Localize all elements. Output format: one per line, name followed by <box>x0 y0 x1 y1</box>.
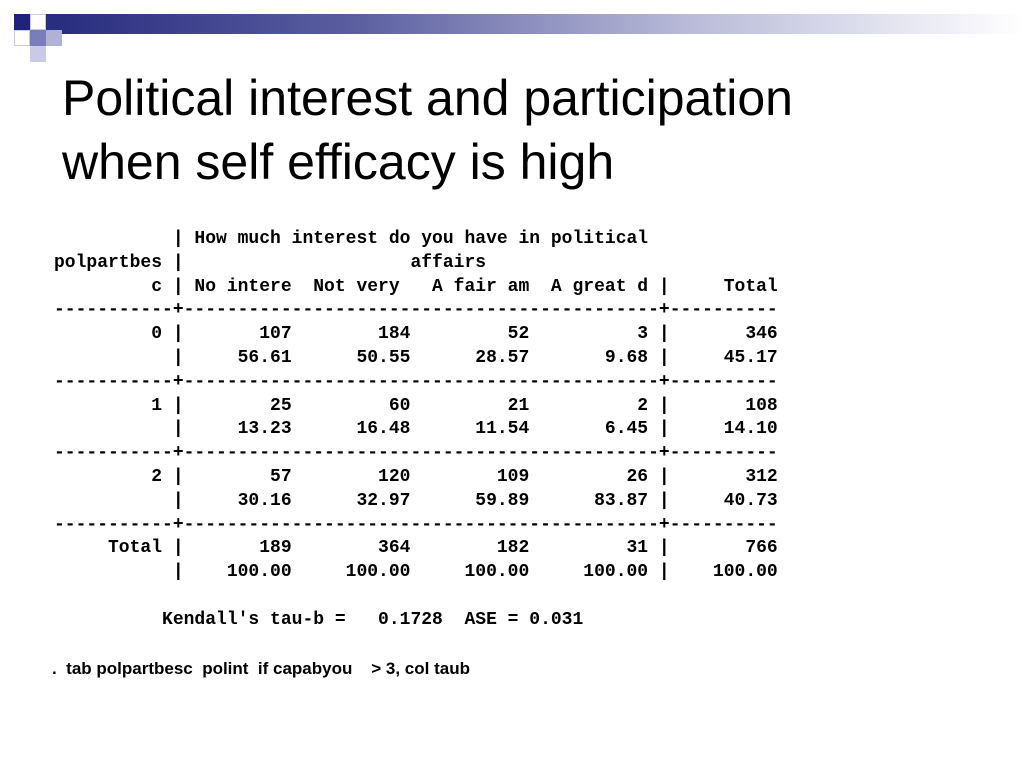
table-row-pct: | 13.23 16.48 11.54 6.45 | 14.10 <box>54 419 778 440</box>
table-row-pct: | 56.61 50.55 28.57 9.68 | 45.17 <box>54 347 778 368</box>
table-separator: -----------+----------------------------… <box>54 300 778 321</box>
table-separator: -----------+----------------------------… <box>54 371 778 392</box>
kendall-tau-b-statistic: Kendall's tau-b = 0.1728 ASE = 0.031 <box>54 609 584 630</box>
decor-square <box>46 14 62 30</box>
table-row-pct: | 30.16 32.97 59.89 83.87 | 40.73 <box>54 490 778 511</box>
header-gradient-band <box>62 14 1024 34</box>
table-total-pct: | 100.00 100.00 100.00 100.00 | 100.00 <box>54 562 778 583</box>
slide-title-line: when self efficacy is high <box>62 134 615 190</box>
decor-square <box>14 14 30 30</box>
table-row-freq: 1 | 25 60 21 2 | 108 <box>54 395 778 416</box>
stata-crosstab-output: | How much interest do you have in polit… <box>54 228 778 633</box>
decor-square <box>30 46 46 62</box>
slide-title-line: Political interest and participation <box>62 70 793 126</box>
table-header-line: c | No intere Not very A fair am A great… <box>54 276 778 297</box>
table-header-line: polpartbes | affairs <box>54 252 487 273</box>
table-row-freq: 0 | 107 184 52 3 | 346 <box>54 324 778 345</box>
stata-command: . tab polpartbesc polint if capabyou > 3… <box>52 659 470 678</box>
decor-square <box>30 14 46 30</box>
table-row-freq: 2 | 57 120 109 26 | 312 <box>54 466 778 487</box>
decor-square <box>14 30 30 46</box>
table-header-line: | How much interest do you have in polit… <box>54 229 649 249</box>
slide-title: Political interest and participation whe… <box>62 66 962 194</box>
table-total-freq: Total | 189 364 182 31 | 766 <box>54 538 778 559</box>
table-separator: -----------+----------------------------… <box>54 443 778 464</box>
decor-square <box>30 30 46 46</box>
table-separator: -----------+----------------------------… <box>54 514 778 535</box>
decor-square <box>46 30 62 46</box>
blank-line <box>54 585 778 609</box>
